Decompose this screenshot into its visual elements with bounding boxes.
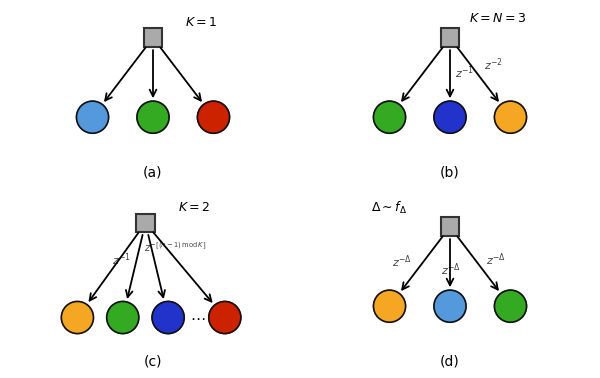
Text: (d): (d) xyxy=(440,355,460,369)
Text: $z^{-1}$: $z^{-1}$ xyxy=(112,252,131,268)
Circle shape xyxy=(434,101,466,133)
Circle shape xyxy=(373,290,406,322)
Text: $z^{-\Delta}$: $z^{-\Delta}$ xyxy=(441,261,461,277)
Circle shape xyxy=(373,101,406,133)
Text: $z^{-2}$: $z^{-2}$ xyxy=(484,56,503,73)
Circle shape xyxy=(107,302,139,333)
Circle shape xyxy=(434,290,466,322)
Text: $z^{-1}$: $z^{-1}$ xyxy=(455,65,474,81)
Circle shape xyxy=(494,101,527,133)
Text: $\Delta \sim f_\Delta$: $\Delta \sim f_\Delta$ xyxy=(371,200,407,216)
Circle shape xyxy=(137,101,169,133)
Text: $\cdots$: $\cdots$ xyxy=(190,310,205,325)
FancyBboxPatch shape xyxy=(440,28,460,47)
FancyBboxPatch shape xyxy=(143,28,163,47)
Text: $z^{-[(n-1)\,\mathrm{mod}\,K]}$: $z^{-[(n-1)\,\mathrm{mod}\,K]}$ xyxy=(143,240,206,254)
FancyBboxPatch shape xyxy=(136,214,155,232)
Circle shape xyxy=(76,101,109,133)
Text: $K = N = 3$: $K = N = 3$ xyxy=(469,12,526,25)
Circle shape xyxy=(197,101,230,133)
Text: (c): (c) xyxy=(144,355,162,369)
Text: $K = 1$: $K = 1$ xyxy=(185,16,217,29)
Text: (b): (b) xyxy=(440,166,460,180)
Text: $K = 2$: $K = 2$ xyxy=(178,201,210,214)
Text: $z^{-\Delta}$: $z^{-\Delta}$ xyxy=(392,254,412,270)
Circle shape xyxy=(494,290,527,322)
Circle shape xyxy=(209,302,241,333)
Circle shape xyxy=(152,302,184,333)
Circle shape xyxy=(61,302,94,333)
Text: $z^{-\Delta}$: $z^{-\Delta}$ xyxy=(486,252,506,268)
FancyBboxPatch shape xyxy=(440,217,460,236)
Text: (a): (a) xyxy=(143,166,163,180)
